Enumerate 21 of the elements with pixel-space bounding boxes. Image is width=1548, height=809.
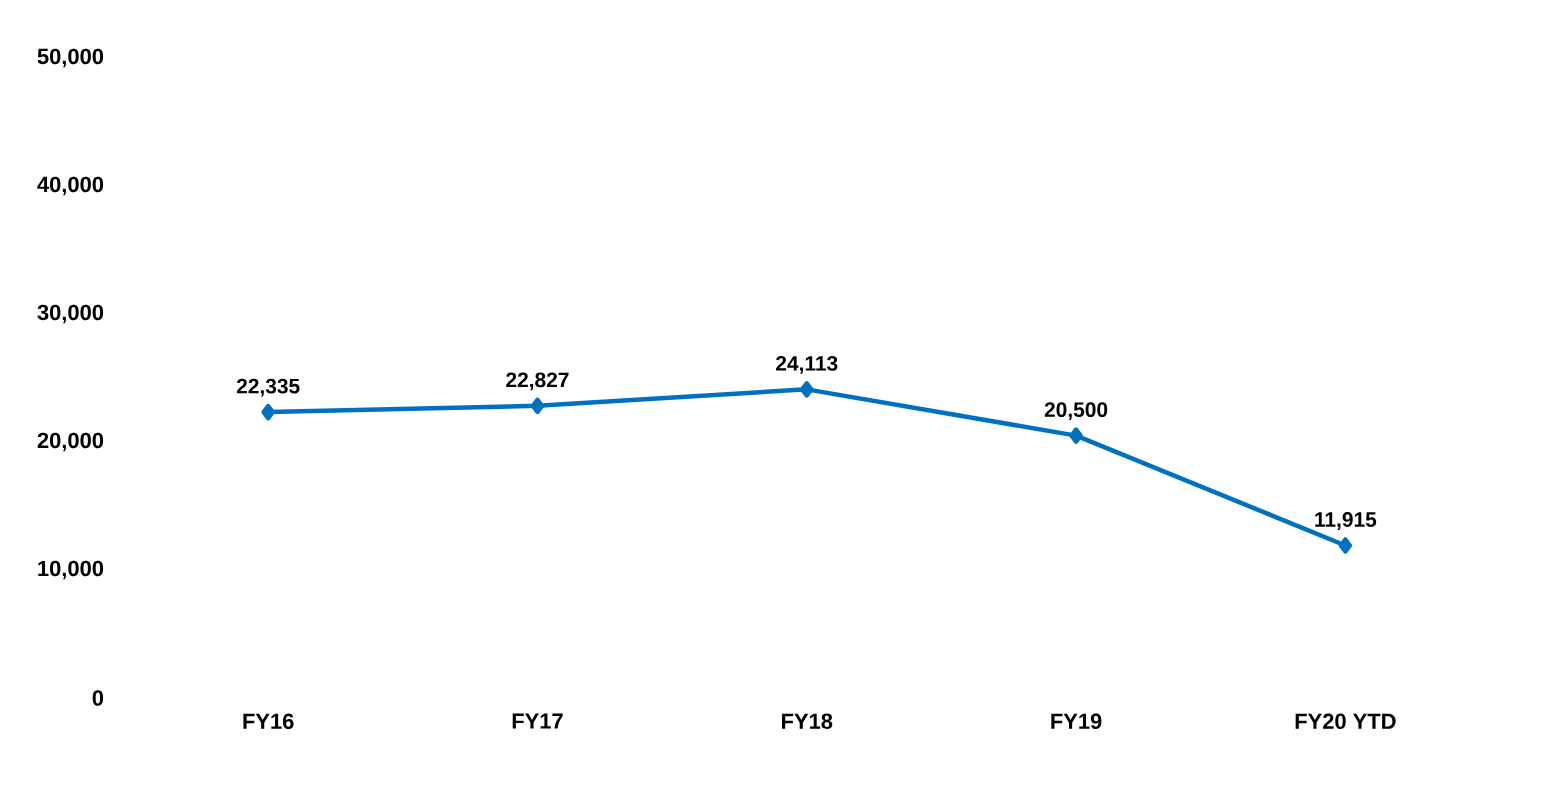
x-tick-label: FY17 bbox=[512, 713, 563, 729]
point bbox=[261, 403, 275, 421]
point bbox=[1069, 427, 1083, 444]
data-label: 24,113 bbox=[776, 355, 838, 374]
point bbox=[800, 381, 814, 398]
y-tick-label: 40,000 bbox=[37, 176, 104, 196]
y-tick-label: 30,000 bbox=[37, 304, 104, 324]
y-tick-label: 20,000 bbox=[37, 432, 104, 452]
x-tick-label: FY18 bbox=[782, 713, 833, 730]
x-tick-label: FY16 bbox=[243, 713, 294, 730]
y-tick-label: 0 bbox=[92, 690, 104, 706]
x-tick-label: FY20 YTD bbox=[1295, 713, 1396, 730]
y-tick-label: 50,000 bbox=[37, 48, 104, 68]
x-tick-label: FY19 bbox=[1051, 713, 1102, 730]
y-tick-label: 10,000 bbox=[38, 560, 104, 580]
point bbox=[530, 397, 545, 415]
point bbox=[1338, 537, 1353, 554]
data-label: 22,827 bbox=[506, 372, 569, 391]
data-label: 22,335 bbox=[236, 378, 300, 397]
data-label: 11,915 bbox=[1315, 512, 1377, 530]
data-label: 20,500 bbox=[1044, 402, 1108, 421]
